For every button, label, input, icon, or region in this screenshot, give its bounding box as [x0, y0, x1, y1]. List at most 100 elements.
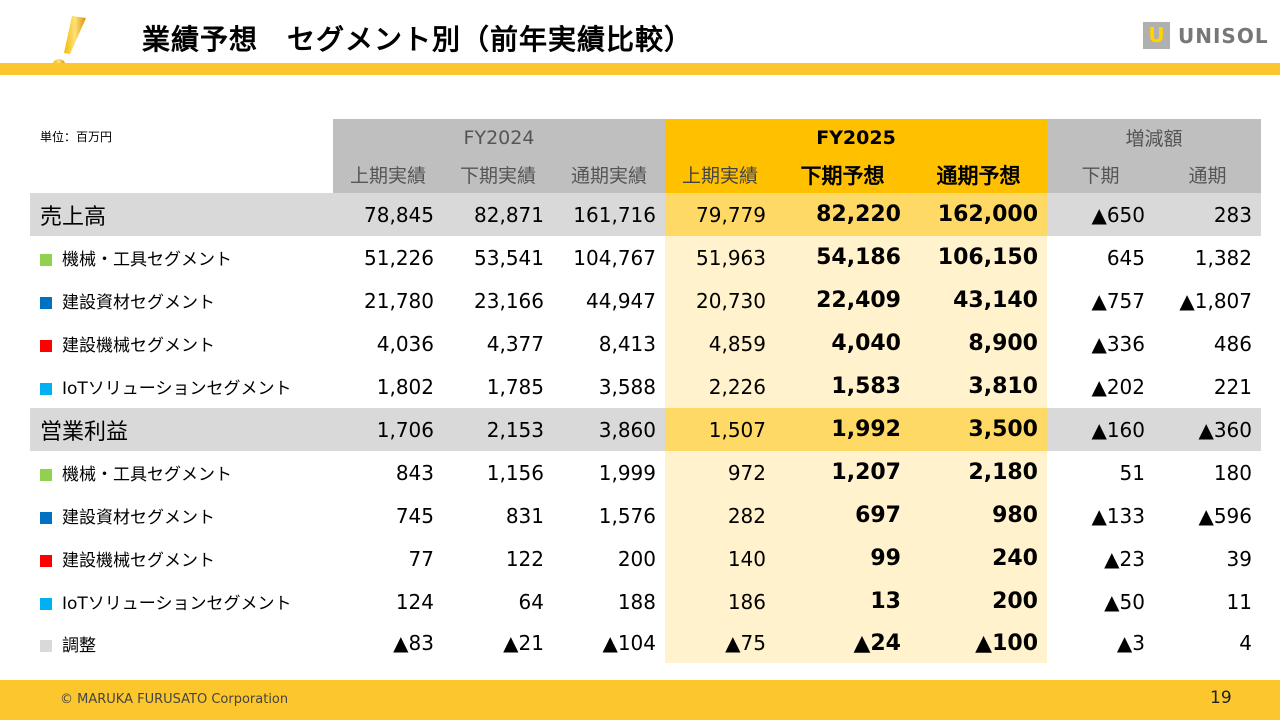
cell-value: 980 — [910, 494, 1047, 537]
cell-value: 124 — [395, 589, 434, 614]
table-row: 売上高 78,845 82,871 161,716 79,779 82,220 162,00… — [30, 193, 1261, 236]
row-label-text: 売上高 — [40, 204, 107, 230]
footer-bar: © MARUKA FURUSATO Corporation 19 — [0, 680, 1280, 720]
cell-value: 21,780 — [364, 288, 434, 313]
cell-value: 54,186 — [775, 236, 910, 279]
cell-value: ▲24 — [775, 623, 910, 663]
cell-value: 745 — [395, 503, 434, 528]
cell-value: 51 — [1119, 460, 1145, 485]
cell-value: 53,541 — [474, 245, 544, 270]
cell-value: 23,166 — [474, 288, 544, 313]
col-header: 下期予想 — [775, 156, 910, 193]
cell-value: 221 — [1213, 374, 1252, 399]
col-header: 下期実績 — [443, 156, 553, 193]
cell-value: ▲160 — [1047, 408, 1154, 451]
row-label: IoTソリューションセグメント — [30, 580, 333, 623]
col-header: 通期 — [1154, 156, 1261, 193]
cell-value: ▲75 — [665, 623, 775, 663]
cell-value: ▲21 — [503, 631, 544, 655]
cell-value: ▲100 — [910, 623, 1047, 663]
cell-value: 51,963 — [665, 236, 775, 279]
cell-value: ▲104 — [602, 631, 656, 655]
cell-value: ▲596 — [1198, 503, 1252, 528]
row-label: 建設機械セグメント — [30, 537, 333, 580]
table-row: 建設機械セグメント 77 122 200 140 99 240 ▲23 39 — [30, 537, 1261, 580]
cell-value: 82,220 — [775, 193, 910, 236]
cell-value: 1,207 — [775, 451, 910, 494]
segment-color-square-icon — [40, 254, 52, 266]
cell-value: 64 — [518, 589, 544, 614]
cell-value: 8,413 — [598, 331, 656, 356]
cell-value: 43,140 — [910, 279, 1047, 322]
cell-value: 161,716 — [553, 193, 665, 236]
cell-value: 283 — [1154, 193, 1261, 236]
table-row: 調整 ▲83 ▲21 ▲104 ▲75 ▲24 ▲100 ▲3 4 — [30, 623, 1261, 663]
cell-value: 4,859 — [665, 322, 775, 365]
cell-value: 240 — [910, 537, 1047, 580]
row-label-text: IoTソリューションセグメント — [62, 594, 292, 614]
cell-value: 200 — [617, 546, 656, 571]
cell-value: 51,226 — [364, 245, 434, 270]
group-diff: 増減額 — [1047, 119, 1261, 156]
segment-color-square-icon — [40, 598, 52, 610]
cell-value: 4,040 — [775, 322, 910, 365]
segment-color-square-icon — [40, 340, 52, 352]
cell-value: ▲336 — [1091, 331, 1145, 356]
cell-value: 78,845 — [333, 193, 443, 236]
cell-value: 22,409 — [775, 279, 910, 322]
row-label: 建設資材セグメント — [30, 279, 333, 322]
cell-value: 486 — [1213, 331, 1252, 356]
cell-value: 3,810 — [910, 365, 1047, 408]
row-label: IoTソリューションセグメント — [30, 365, 333, 408]
row-label-text: 建設機械セグメント — [62, 551, 215, 571]
cell-value: 1,785 — [486, 374, 544, 399]
segment-color-square-icon — [40, 555, 52, 567]
cell-value: 1,382 — [1194, 245, 1252, 270]
segment-forecast-table: FY2024 FY2025 増減額 上期実績 下期実績 通期実績 上期実績 下期… — [30, 119, 1261, 663]
logo-text: UNISOL — [1178, 23, 1269, 48]
cell-value: ▲202 — [1091, 374, 1145, 399]
segment-color-square-icon — [40, 297, 52, 309]
col-header: 上期実績 — [333, 156, 443, 193]
segment-color-square-icon — [40, 512, 52, 524]
cell-value: 4,036 — [376, 331, 434, 356]
row-label-text: 建設資材セグメント — [62, 293, 215, 313]
header-bar — [0, 63, 1280, 75]
cell-value: 1,992 — [775, 408, 910, 451]
cell-value: 13 — [775, 580, 910, 623]
table-row: 営業利益 1,706 2,153 3,860 1,507 1,992 3,500 ▲160 ▲3… — [30, 408, 1261, 451]
row-label-text: 調整 — [62, 635, 96, 656]
table-row: IoTソリューションセグメント 1,802 1,785 3,588 2,226 1,583… — [30, 365, 1261, 408]
cell-value: ▲133 — [1091, 503, 1145, 528]
row-label: 調整 — [30, 623, 333, 663]
table-row: 機械・工具セグメント 51,226 53,541 104,767 51,963 54,18… — [30, 236, 1261, 279]
row-label-text: IoTソリューションセグメント — [62, 379, 292, 399]
cell-value: 1,507 — [665, 408, 775, 451]
cell-value: ▲23 — [1104, 546, 1145, 571]
unisol-logo: U UNISOL — [1143, 22, 1269, 49]
cell-value: 180 — [1213, 460, 1252, 485]
cell-value: 1,576 — [598, 503, 656, 528]
cell-value: 831 — [505, 503, 544, 528]
cell-value: ▲1,807 — [1179, 288, 1252, 313]
cell-value: 20,730 — [665, 279, 775, 322]
cell-value: 188 — [617, 589, 656, 614]
copyright: © MARUKA FURUSATO Corporation — [60, 692, 289, 707]
cell-value: ▲360 — [1154, 408, 1261, 451]
col-header: 上期実績 — [665, 156, 775, 193]
cell-value: 1,999 — [598, 460, 656, 485]
page-title: 業績予想 セグメント別（前年実績比較） — [142, 23, 694, 56]
col-header: 通期予想 — [910, 156, 1047, 193]
row-label-text: 機械・工具セグメント — [62, 250, 232, 270]
cell-value: 2,180 — [910, 451, 1047, 494]
cell-value: 3,500 — [910, 408, 1047, 451]
cell-value: 106,150 — [910, 236, 1047, 279]
row-label: 建設資材セグメント — [30, 494, 333, 537]
cell-value: 99 — [775, 537, 910, 580]
page-number: 19 — [1210, 688, 1232, 708]
cell-value: 282 — [665, 494, 775, 537]
row-label: 売上高 — [30, 193, 333, 236]
cell-value: 186 — [665, 580, 775, 623]
cell-value: 122 — [505, 546, 544, 571]
table-row: 建設機械セグメント 4,036 4,377 8,413 4,859 4,040 8,900 ▲… — [30, 322, 1261, 365]
